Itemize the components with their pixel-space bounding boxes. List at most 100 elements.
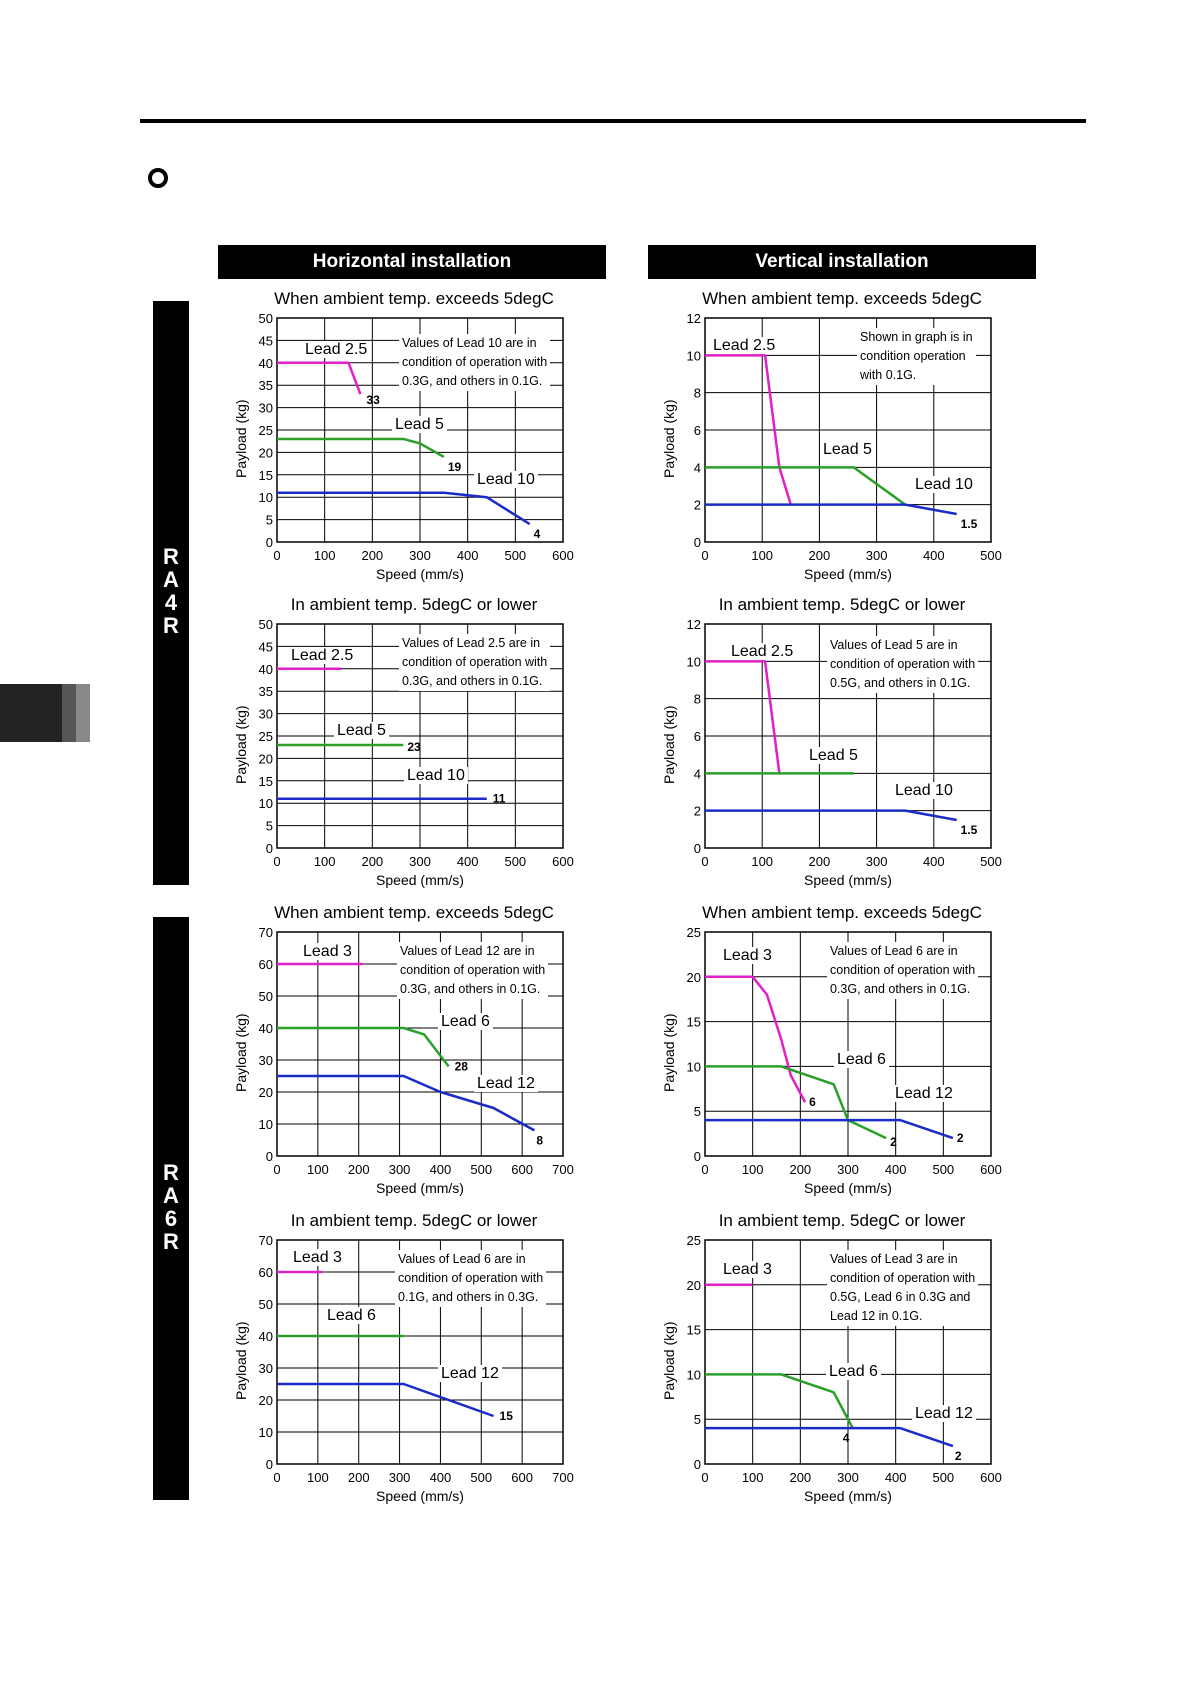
data-label: 2 xyxy=(957,1131,964,1145)
chart-ra6r-vertical-cold: 0 100 200 300 400 500 600 0 5 10 15 20 25 Lead 3 4 Lead… xyxy=(653,1210,1073,1510)
plot-frame xyxy=(276,1239,564,1465)
svg-text:Lead 5: Lead 5 xyxy=(809,747,858,764)
x-tick-label: 200 xyxy=(789,1470,811,1485)
y-tick-label: 50 xyxy=(259,617,273,632)
data-label: 2 xyxy=(890,1135,897,1149)
horizontal-installation-header: Horizontal installation xyxy=(218,245,606,279)
page-tab-marker-light xyxy=(76,684,90,742)
x-tick-label: 0 xyxy=(701,1162,708,1177)
x-axis-label: Speed (mm/s) xyxy=(804,566,892,582)
svg-text:Lead 5: Lead 5 xyxy=(337,722,386,739)
x-axis-label: Speed (mm/s) xyxy=(376,872,464,888)
x-tick-label: 400 xyxy=(885,1470,907,1485)
svg-text:Lead 6: Lead 6 xyxy=(441,1013,490,1030)
chart-svg: 0 100 200 300 400 500 0 2 4 6 8 10 12 Lead 2.5 Lead 5 1… xyxy=(687,311,1002,563)
series-line-lead-12 xyxy=(705,1426,954,1448)
y-tick-label: 10 xyxy=(687,1059,701,1074)
x-tick-label: 0 xyxy=(701,854,708,869)
y-tick-label: 50 xyxy=(259,989,273,1004)
y-tick-label: 40 xyxy=(259,662,273,677)
y-tick-label: 20 xyxy=(687,970,701,985)
sidebar-ra6r: R A 6 R xyxy=(153,917,189,1500)
y-tick-label: 10 xyxy=(259,490,273,505)
y-tick-label: 30 xyxy=(259,1053,273,1068)
y-tick-label: 20 xyxy=(259,445,273,460)
chart-title: When ambient temp. exceeds 5degC xyxy=(702,903,982,922)
x-tick-label: 400 xyxy=(923,854,945,869)
y-tick-label: 70 xyxy=(259,1233,273,1248)
y-tick-label: 30 xyxy=(259,401,273,416)
series-name-label: Lead 2.5 xyxy=(288,647,357,664)
chart-ra4r-horizontal-cold: 0 100 200 300 400 500 600 0 5 10 15 20 25 30 35 40 45 50 L… xyxy=(225,594,645,894)
data-label: 1.5 xyxy=(961,823,978,837)
x-tick-label: 600 xyxy=(980,1162,1002,1177)
chart-svg: 0 100 200 300 400 500 600 700 0 10 20 30 40 50 60 70 Lea… xyxy=(259,925,574,1177)
x-tick-label: 300 xyxy=(409,854,431,869)
series-line-lead-5 xyxy=(277,437,445,458)
x-tick-label: 200 xyxy=(348,1470,370,1485)
y-tick-label: 2 xyxy=(694,804,701,819)
svg-text:Lead 3: Lead 3 xyxy=(723,1261,772,1278)
y-tick-label: 8 xyxy=(694,692,701,707)
x-tick-label: 0 xyxy=(701,548,708,563)
y-tick-label: 0 xyxy=(266,1149,273,1164)
x-tick-label: 400 xyxy=(885,1162,907,1177)
y-tick-label: 0 xyxy=(266,841,273,856)
series-line-lead-6 xyxy=(705,1373,854,1429)
y-tick-label: 15 xyxy=(259,468,273,483)
plot-frame xyxy=(704,623,992,849)
chart-title: When ambient temp. exceeds 5degC xyxy=(274,903,554,922)
x-axis-label: Speed (mm/s) xyxy=(376,566,464,582)
x-tick-label: 100 xyxy=(742,1162,764,1177)
data-label: 28 xyxy=(455,1059,469,1073)
plot-frame xyxy=(704,317,992,543)
chart-ra6r-horizontal-cold: 0 100 200 300 400 500 600 700 0 10 20 30 40 50 60 70 Lea… xyxy=(225,1210,645,1510)
x-tick-label: 400 xyxy=(457,548,479,563)
series-line-lead-5 xyxy=(705,466,906,506)
y-tick-label: 0 xyxy=(266,535,273,550)
series-line-lead-12 xyxy=(277,1074,536,1132)
y-tick-label: 15 xyxy=(259,774,273,789)
x-tick-label: 600 xyxy=(552,854,574,869)
svg-text:Lead 12: Lead 12 xyxy=(477,1075,535,1092)
y-tick-label: 10 xyxy=(259,1117,273,1132)
y-tick-label: 40 xyxy=(259,356,273,371)
x-tick-label: 100 xyxy=(751,854,773,869)
y-axis-label: Payload (kg) xyxy=(233,1321,249,1400)
chart-ra4r-vertical-hot: 0 100 200 300 400 500 0 2 4 6 8 10 12 Lead 2.5 Lead 5 1… xyxy=(653,288,1073,588)
sidebar-ra4r-label: R A 4 R xyxy=(163,544,179,638)
y-tick-label: 10 xyxy=(687,654,701,669)
series-name-label: Lead 6 xyxy=(834,1051,890,1068)
y-tick-label: 4 xyxy=(694,766,701,781)
y-tick-label: 60 xyxy=(259,957,273,972)
y-tick-label: 0 xyxy=(694,1149,701,1164)
svg-text:Lead 2.5: Lead 2.5 xyxy=(291,647,353,664)
x-tick-label: 100 xyxy=(742,1470,764,1485)
chart-note: Values of Lead 5 are in condition of oper… xyxy=(827,636,979,693)
svg-text:Lead 10: Lead 10 xyxy=(477,471,535,488)
series-name-label: Lead 10 xyxy=(404,767,468,784)
y-tick-label: 35 xyxy=(259,378,273,393)
series-name-label: Lead 5 xyxy=(392,416,448,433)
y-tick-label: 25 xyxy=(687,925,701,940)
x-axis-label: Speed (mm/s) xyxy=(804,1180,892,1196)
series-name-label: Lead 10 xyxy=(892,782,956,799)
chart-svg: 0 100 200 300 400 500 0 2 4 6 8 10 12 Lead 2.5 Lead 5 1… xyxy=(687,617,1002,869)
y-tick-label: 10 xyxy=(687,1367,701,1382)
series-line-lead-12 xyxy=(705,1118,954,1140)
data-label: 8 xyxy=(536,1133,543,1147)
series-name-label: Lead 2.5 xyxy=(302,341,371,358)
chart-title: In ambient temp. 5degC or lower xyxy=(718,595,966,614)
plot-frame xyxy=(276,931,564,1157)
data-label: 11 xyxy=(493,792,506,806)
data-label: 4 xyxy=(843,1431,850,1445)
series-name-label: Lead 10 xyxy=(912,476,976,493)
y-tick-label: 40 xyxy=(259,1329,273,1344)
x-tick-label: 400 xyxy=(430,1470,452,1485)
y-tick-label: 0 xyxy=(694,535,701,550)
y-axis-label: Payload (kg) xyxy=(233,705,249,784)
chart-svg: 0 100 200 300 400 500 600 0 5 10 15 20 25 30 35 40 45 50 3… xyxy=(259,311,574,563)
chart-note: Values of Lead 6 are in condition of oper… xyxy=(395,1250,547,1307)
x-tick-label: 0 xyxy=(273,548,280,563)
series-line-lead-2-5 xyxy=(277,361,362,395)
